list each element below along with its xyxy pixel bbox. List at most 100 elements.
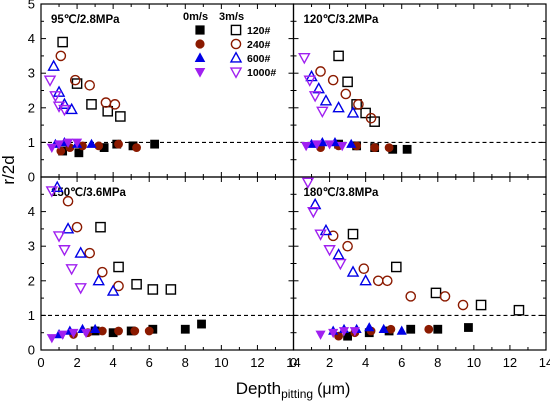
data-point bbox=[62, 138, 74, 148]
data-point bbox=[86, 99, 97, 110]
panel-frame bbox=[292, 176, 547, 351]
legend-marker-solid bbox=[195, 39, 205, 49]
x-tick-label: 2 bbox=[73, 355, 80, 370]
data-point bbox=[52, 101, 66, 113]
data-point bbox=[49, 91, 62, 103]
legend-header-0ms: 0m/s bbox=[183, 11, 208, 23]
data-point bbox=[513, 304, 525, 316]
data-point bbox=[94, 141, 104, 151]
data-point bbox=[165, 284, 177, 295]
data-point bbox=[100, 97, 112, 108]
panel-title: 95℃/2.8MPa bbox=[51, 13, 120, 26]
legend-marker-solid bbox=[194, 68, 206, 78]
data-point bbox=[332, 248, 345, 260]
data-point bbox=[43, 75, 57, 87]
data-point bbox=[406, 324, 416, 334]
data-point bbox=[56, 146, 66, 156]
data-point bbox=[342, 240, 353, 252]
data-point bbox=[90, 323, 101, 334]
data-point bbox=[144, 326, 154, 336]
y-axis-label: r/2d bbox=[0, 155, 18, 184]
data-point bbox=[71, 221, 83, 233]
data-point bbox=[131, 278, 142, 290]
x-tick-label: 8 bbox=[434, 355, 441, 370]
legend-header-3ms: 3m/s bbox=[219, 11, 244, 23]
data-point bbox=[301, 142, 312, 152]
data-point bbox=[315, 66, 326, 77]
legend-label: 1000# bbox=[247, 67, 276, 79]
data-point bbox=[315, 330, 326, 340]
data-point bbox=[61, 222, 75, 234]
data-point bbox=[68, 328, 79, 339]
data-point bbox=[347, 228, 359, 240]
data-point bbox=[71, 138, 83, 148]
data-point bbox=[312, 82, 325, 94]
data-point bbox=[327, 74, 339, 86]
x-tick-label: 14 bbox=[539, 355, 550, 370]
data-point bbox=[364, 322, 375, 332]
data-point bbox=[384, 143, 394, 152]
data-point bbox=[147, 284, 159, 295]
data-point bbox=[308, 197, 322, 210]
data-point bbox=[114, 139, 123, 149]
data-point bbox=[308, 91, 322, 103]
y-tick-label: 2 bbox=[28, 273, 35, 288]
data-point bbox=[47, 59, 60, 71]
legend-marker-open bbox=[230, 24, 242, 36]
data-point bbox=[113, 261, 124, 273]
data-point bbox=[65, 264, 78, 276]
legend-marker-open bbox=[230, 38, 242, 50]
legend-marker-solid bbox=[195, 25, 205, 35]
x-tick-label: 10 bbox=[467, 355, 481, 370]
data-point bbox=[386, 324, 396, 334]
x-axis-label-unit: (μm) bbox=[317, 381, 350, 398]
data-point bbox=[69, 74, 81, 86]
panel-2: 120℃/3.2MPa bbox=[292, 3, 547, 178]
data-point bbox=[391, 261, 402, 273]
data-point bbox=[349, 327, 360, 337]
panel-title: 120℃/3.2MPa bbox=[304, 13, 380, 26]
data-point bbox=[46, 143, 57, 154]
x-tick-label: 6 bbox=[398, 355, 405, 370]
data-point bbox=[358, 263, 370, 274]
data-point bbox=[57, 330, 68, 340]
x-tick-label: 6 bbox=[146, 355, 153, 370]
data-point bbox=[62, 195, 74, 207]
data-point bbox=[57, 36, 68, 48]
x-tick-label: 10 bbox=[214, 355, 228, 370]
x-tick-label: 14 bbox=[286, 355, 300, 370]
data-point bbox=[369, 116, 380, 127]
data-point bbox=[130, 326, 140, 336]
data-point bbox=[311, 140, 323, 150]
data-point bbox=[58, 104, 71, 117]
data-point bbox=[97, 326, 107, 336]
data-point bbox=[346, 138, 357, 148]
data-point bbox=[84, 247, 95, 259]
data-point bbox=[74, 148, 84, 158]
y-tick-label: 1 bbox=[28, 135, 35, 150]
data-point bbox=[95, 221, 106, 233]
data-point bbox=[439, 291, 451, 302]
data-point bbox=[402, 144, 412, 154]
data-point bbox=[106, 284, 120, 296]
legend-label: 240# bbox=[247, 39, 271, 51]
data-point bbox=[360, 107, 371, 119]
x-axis-label: Depthpitting (μm) bbox=[236, 379, 351, 401]
data-point bbox=[378, 323, 389, 334]
data-point bbox=[53, 140, 65, 150]
data-point bbox=[327, 230, 339, 242]
x-axis-label-subscript: pitting bbox=[281, 387, 313, 401]
data-point bbox=[475, 299, 487, 311]
legend-marker-open bbox=[229, 51, 243, 63]
data-point bbox=[346, 106, 360, 118]
y-tick-label: 4 bbox=[28, 31, 35, 46]
y-tick-label: 0 bbox=[28, 170, 35, 185]
data-point bbox=[109, 99, 121, 110]
data-point bbox=[337, 142, 348, 152]
data-point bbox=[55, 50, 67, 62]
legend-marker-solid bbox=[194, 52, 206, 62]
data-point bbox=[46, 334, 57, 344]
data-point bbox=[372, 275, 384, 287]
